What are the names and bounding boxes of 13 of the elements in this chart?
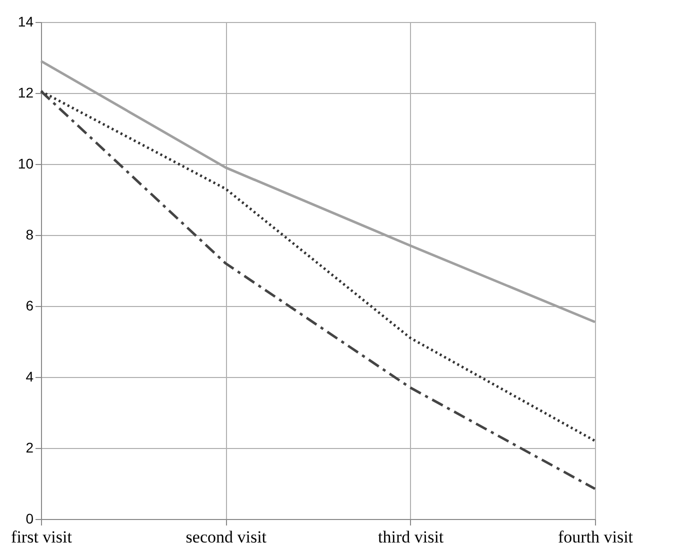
- x-tick-label: third visit: [378, 528, 444, 546]
- y-tick-label: 0: [26, 510, 34, 526]
- x-tick-label: first visit: [11, 528, 72, 546]
- y-tick-label: 2: [26, 440, 34, 456]
- y-tick-label: 10: [18, 156, 34, 172]
- y-tick-label: 12: [18, 84, 34, 100]
- y-tick-label: 6: [26, 298, 34, 314]
- y-tick-label: 4: [26, 368, 34, 384]
- y-tick-label: 8: [26, 226, 34, 242]
- x-tick-label: fourth visit: [558, 528, 634, 546]
- y-tick-label: 14: [18, 14, 34, 30]
- line-series: [40, 60, 596, 324]
- x-tick-label: second visit: [186, 528, 267, 546]
